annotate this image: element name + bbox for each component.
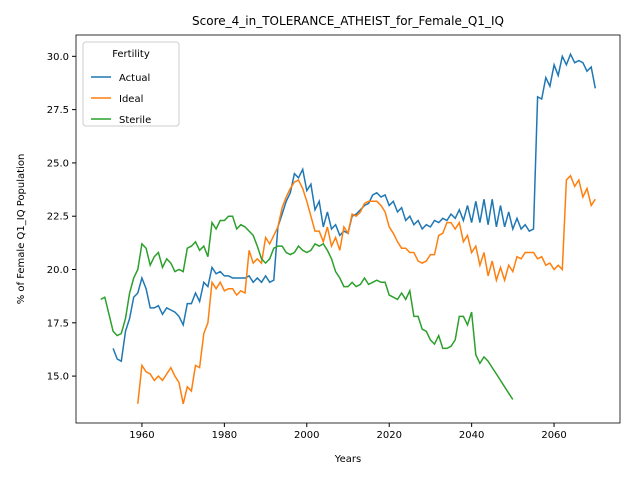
y-tick-label: 30.0 [47,52,69,63]
y-tick-label: 17.5 [47,318,69,329]
legend-box [82,41,180,127]
legend-label: Actual [119,73,150,84]
x-axis-label: Years [334,454,361,465]
x-tick-label: 2040 [459,430,484,441]
series-line [112,52,597,363]
y-tick-label: 15.0 [47,372,69,383]
plot-frame [75,34,621,424]
x-tick-label: 1980 [212,430,237,441]
x-tick-label: 1960 [129,430,154,441]
y-axis-label: % of Female Q1_IQ Population [16,154,27,305]
legend-title: Fertility [112,49,150,60]
y-tick-label: 25.0 [47,158,69,169]
x-tick-label: 2000 [294,430,319,441]
y-tick-label: 22.5 [47,212,69,223]
y-tick-label: 20.0 [47,265,69,276]
chart-title: Score_4_in_TOLERANCE_ATHEIST_for_Female_… [192,14,504,28]
legend-label: Ideal [119,94,143,105]
y-tick-label: 27.5 [47,105,69,116]
x-tick-label: 2020 [376,430,401,441]
x-tick-label: 2060 [541,430,566,441]
series-line [137,174,596,404]
legend-label: Sterile [119,115,151,126]
series-line [100,215,514,400]
